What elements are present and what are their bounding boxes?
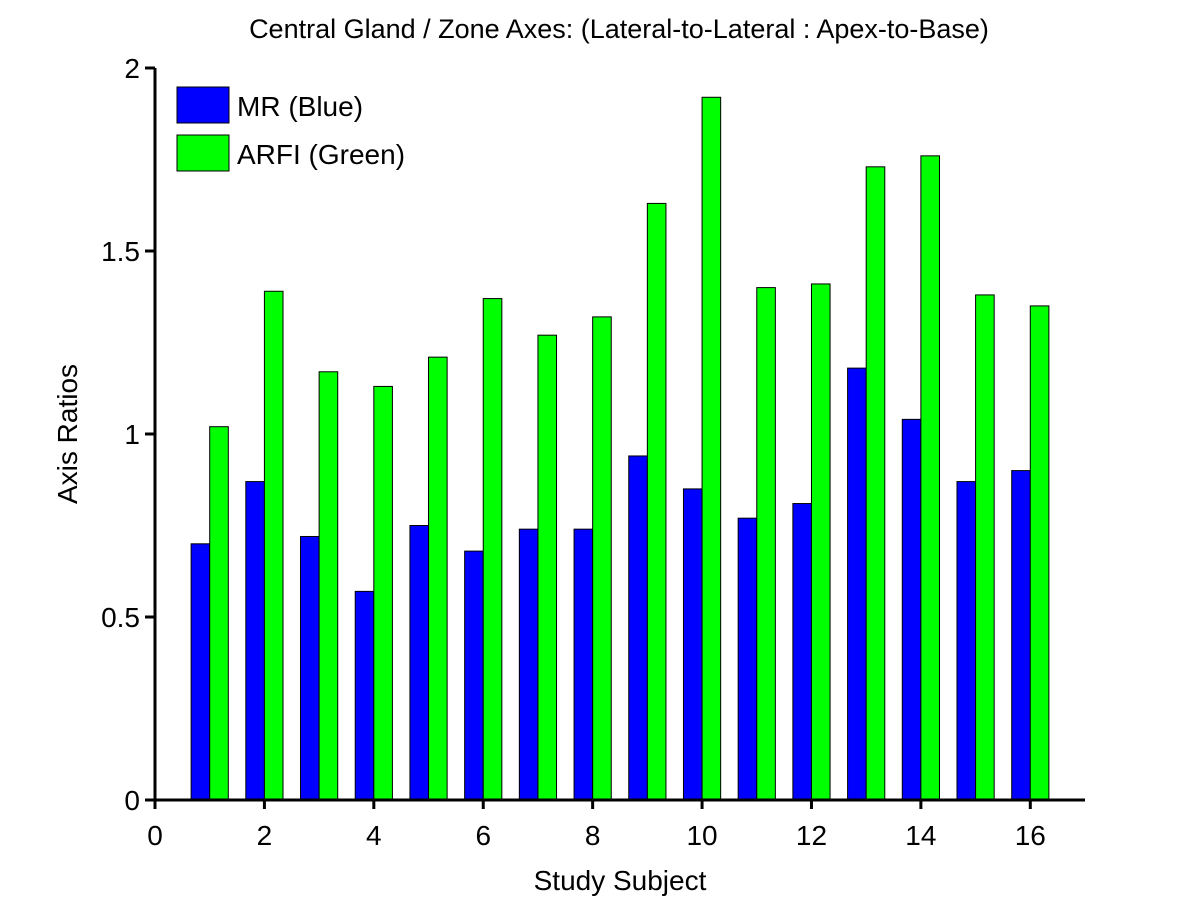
bar-arfi-subject-15 [975, 294, 995, 801]
bar-arfi-subject-1 [209, 426, 229, 801]
chart-title: Central Gland / Zone Axes: (Lateral-to-L… [249, 14, 989, 44]
legend-label-mr: MR (Blue) [237, 91, 363, 122]
bar-mr-subject-9 [628, 455, 648, 801]
bar-mr-subject-12 [792, 503, 812, 801]
axes-group [145, 68, 1085, 802]
bar-mr-subject-1 [190, 543, 211, 801]
legend-swatch-arfi [176, 134, 230, 172]
y-tick-label: 0 [124, 785, 140, 816]
y-axis-label: Axis Ratios [52, 364, 83, 504]
bar-arfi-subject-13 [865, 166, 886, 801]
bar-mr-subject-13 [847, 367, 867, 801]
y-tick-label: 1.5 [101, 236, 140, 267]
x-tick-label: 4 [366, 820, 382, 851]
x-tick-label: 8 [585, 820, 601, 851]
bar-mr-subject-5 [409, 525, 430, 801]
bar-arfi-subject-8 [592, 316, 612, 801]
x-tick-label: 10 [686, 820, 717, 851]
bar-arfi-subject-16 [1029, 305, 1050, 801]
legend: MR (Blue) ARFI (Green) [176, 86, 405, 172]
bar-mr-subject-10 [682, 488, 703, 801]
bar-mr-subject-2 [245, 481, 265, 801]
bar-mr-subject-3 [300, 535, 320, 801]
bar-mr-subject-15 [956, 481, 977, 801]
x-tick-label: 6 [475, 820, 491, 851]
bar-mr-subject-8 [573, 528, 594, 801]
y-tick-label: 0.5 [101, 602, 140, 633]
bar-arfi-subject-11 [756, 287, 776, 801]
legend-label-arfi: ARFI (Green) [237, 139, 405, 170]
bar-arfi-subject-12 [810, 283, 831, 801]
y-tick-label: 2 [124, 53, 140, 84]
bar-arfi-subject-14 [920, 155, 940, 801]
y-tick-label: 1 [124, 419, 140, 450]
legend-swatch-mr [176, 86, 230, 124]
bar-mr-subject-7 [518, 528, 539, 801]
bar-mr-subject-4 [354, 590, 375, 801]
x-tick-label: 16 [1015, 820, 1046, 851]
bar-mr-subject-16 [1011, 470, 1031, 801]
bar-arfi-subject-10 [701, 96, 722, 801]
x-tick-label: 0 [147, 820, 163, 851]
x-tick-label: 12 [796, 820, 827, 851]
bar-arfi-subject-4 [373, 385, 393, 801]
x-tick-label: 14 [905, 820, 936, 851]
bar-arfi-subject-6 [482, 298, 503, 801]
bar-arfi-subject-3 [318, 371, 339, 801]
bar-arfi-subject-5 [428, 356, 448, 801]
bars-group [190, 96, 1050, 801]
x-tick-label: 2 [257, 820, 273, 851]
bar-arfi-subject-7 [537, 334, 558, 801]
bar-arfi-subject-2 [263, 290, 284, 801]
bar-arfi-subject-9 [646, 202, 667, 801]
bar-mr-subject-11 [737, 517, 758, 801]
bar-mr-subject-6 [464, 550, 484, 801]
ticks-group: 0 2 4 6 8 10 12 14 16 0 0.5 1 1.5 2 [101, 53, 1046, 851]
x-axis-label: Study Subject [534, 865, 707, 896]
bar-mr-subject-14 [901, 418, 922, 801]
